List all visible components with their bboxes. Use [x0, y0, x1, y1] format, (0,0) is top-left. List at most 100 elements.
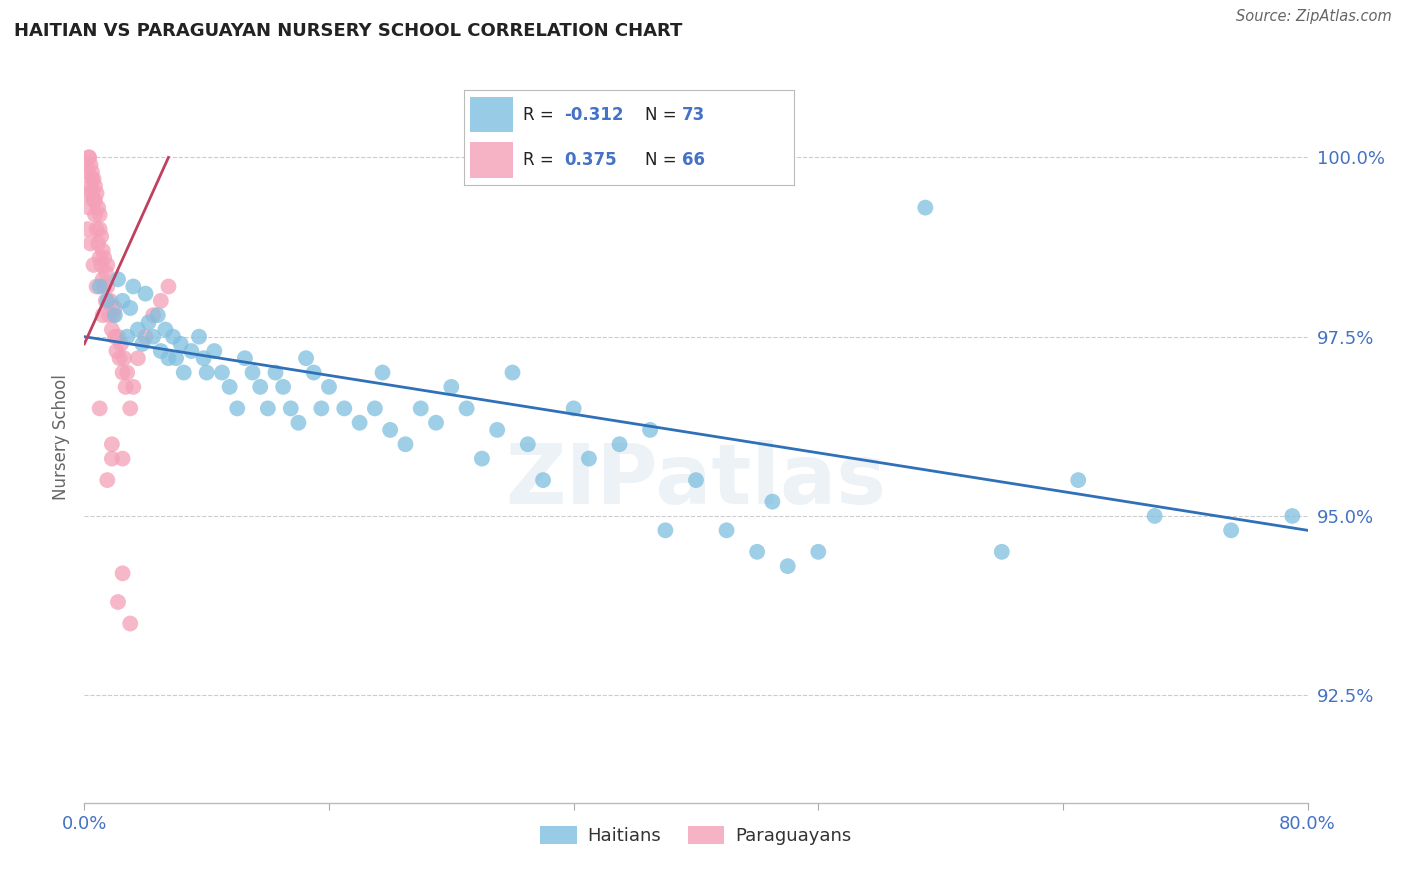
Point: [409, 401, 432, 416]
Point: [233, 351, 256, 366]
Point: [761, 494, 783, 508]
Point: [170, 336, 193, 351]
Point: [155, 322, 177, 336]
Point: [115, 329, 138, 343]
Point: [77, 150, 100, 164]
Point: [96, 258, 118, 272]
Point: [107, 329, 129, 343]
Point: [135, 329, 157, 343]
Point: [107, 595, 129, 609]
Point: [111, 451, 134, 466]
Point: [807, 545, 830, 559]
Point: [333, 401, 356, 416]
Point: [149, 293, 172, 308]
Point: [287, 416, 309, 430]
Point: [75, 186, 97, 201]
Point: [776, 559, 799, 574]
Point: [425, 416, 447, 430]
Point: [162, 329, 184, 343]
Point: [131, 336, 153, 351]
Point: [122, 380, 145, 394]
Point: [173, 366, 195, 380]
Point: [364, 401, 387, 416]
Point: [79, 179, 101, 194]
Point: [195, 366, 218, 380]
Point: [127, 322, 149, 336]
Point: [609, 437, 631, 451]
Point: [80, 172, 103, 186]
Point: [77, 150, 100, 164]
Point: [394, 437, 416, 451]
Point: [747, 545, 769, 559]
Point: [84, 194, 107, 208]
Point: [96, 473, 118, 487]
Text: Source: ZipAtlas.com: Source: ZipAtlas.com: [1236, 9, 1392, 24]
Point: [101, 322, 124, 336]
Point: [103, 308, 125, 322]
Point: [991, 545, 1014, 559]
Point: [202, 344, 225, 359]
Point: [211, 366, 233, 380]
Point: [111, 293, 134, 308]
Point: [114, 380, 136, 394]
Point: [94, 293, 117, 308]
Point: [76, 222, 98, 236]
Point: [127, 351, 149, 366]
Point: [249, 380, 271, 394]
Point: [685, 473, 707, 487]
Point: [226, 401, 249, 416]
Point: [93, 279, 115, 293]
Point: [83, 194, 105, 208]
Point: [112, 351, 135, 366]
Point: [562, 401, 585, 416]
Point: [104, 329, 127, 343]
Point: [97, 308, 120, 322]
Point: [87, 201, 110, 215]
Point: [101, 451, 124, 466]
Point: [318, 380, 340, 394]
Point: [83, 258, 105, 272]
Point: [295, 351, 318, 366]
Point: [120, 401, 142, 416]
Text: HAITIAN VS PARAGUAYAN NURSERY SCHOOL CORRELATION CHART: HAITIAN VS PARAGUAYAN NURSERY SCHOOL COR…: [14, 22, 682, 40]
Point: [80, 165, 103, 179]
Point: [90, 258, 112, 272]
Point: [91, 308, 114, 322]
Point: [120, 616, 142, 631]
Point: [96, 279, 118, 293]
Point: [94, 265, 117, 279]
Point: [516, 437, 538, 451]
Point: [111, 366, 134, 380]
Point: [111, 566, 134, 581]
Point: [107, 272, 129, 286]
Point: [218, 380, 240, 394]
Point: [120, 301, 142, 315]
Point: [302, 366, 325, 380]
Point: [83, 172, 105, 186]
Point: [502, 366, 524, 380]
Point: [349, 416, 371, 430]
Point: [77, 201, 100, 215]
Point: [531, 473, 554, 487]
Point: [146, 308, 169, 322]
Point: [115, 366, 138, 380]
Point: [138, 315, 160, 329]
Point: [716, 524, 738, 538]
Point: [471, 451, 494, 466]
Point: [84, 179, 107, 194]
Point: [80, 186, 103, 201]
Point: [91, 244, 114, 258]
Point: [280, 401, 302, 416]
Point: [1281, 508, 1303, 523]
Point: [108, 351, 131, 366]
Point: [89, 208, 111, 222]
Point: [98, 293, 121, 308]
Point: [157, 351, 180, 366]
Point: [76, 165, 98, 179]
Point: [914, 201, 936, 215]
Point: [142, 329, 165, 343]
Point: [122, 279, 145, 293]
Point: [257, 401, 280, 416]
Point: [456, 401, 478, 416]
Point: [193, 351, 215, 366]
